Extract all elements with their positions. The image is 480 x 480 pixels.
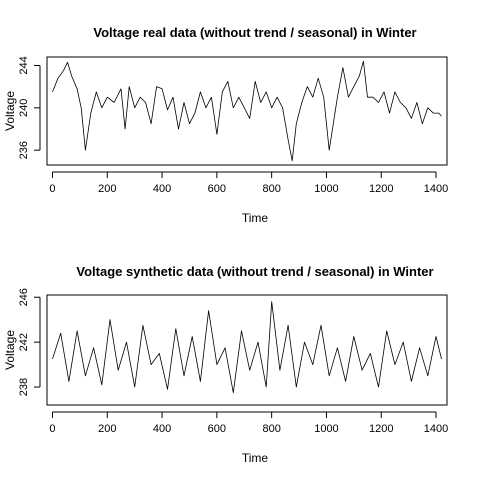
x-tick-label: 600 [208,183,226,195]
chart-title-real: Voltage real data (without trend / seaso… [93,25,416,40]
x-axis-label-real: Time [242,211,269,225]
chart-panel-synthetic: Voltage synthetic data (without trend / … [3,264,448,465]
x-tick-label: 400 [153,183,171,195]
x-tick-label: 800 [262,423,280,435]
plot-frame-synthetic [46,294,448,406]
y-tick-label: 244 [18,56,30,74]
x-tick-label: 600 [208,423,226,435]
y-tick-label: 242 [18,333,30,351]
y-tick-label: 240 [18,99,30,117]
series-line-real [52,60,442,162]
y-tick-label: 236 [18,141,30,159]
x-ticks-synthetic: 0 200 400 600 800 1000 1200 1400 [49,412,448,435]
y-axis-label-real: Voltage [3,91,17,131]
x-tick-label: 1200 [369,183,393,195]
x-tick-label: 800 [262,183,280,195]
y-ticks-synthetic: 238 242 246 [18,288,40,396]
x-tick-label: 0 [49,423,55,435]
x-tick-label: 1000 [314,183,338,195]
x-tick-label: 200 [98,183,116,195]
x-axis-label-synthetic: Time [242,451,269,465]
plot-frame-real [46,56,448,166]
x-tick-label: 0 [49,183,55,195]
x-tick-label: 200 [98,423,116,435]
x-tick-label: 1400 [424,423,448,435]
x-tick-label: 1400 [424,183,448,195]
series-line-synthetic [52,301,442,394]
y-ticks-real: 236 240 244 [18,56,40,159]
x-tick-label: 1000 [314,423,338,435]
x-tick-label: 400 [153,423,171,435]
chart-title-synthetic: Voltage synthetic data (without trend / … [76,264,433,279]
chart-panel-real: Voltage real data (without trend / seaso… [3,25,448,225]
y-tick-label: 238 [18,378,30,396]
y-axis-label-synthetic: Voltage [3,330,17,370]
x-ticks-real: 0 200 400 600 800 1000 1200 1400 [49,172,448,195]
y-tick-label: 246 [18,288,30,306]
x-tick-label: 1200 [369,423,393,435]
